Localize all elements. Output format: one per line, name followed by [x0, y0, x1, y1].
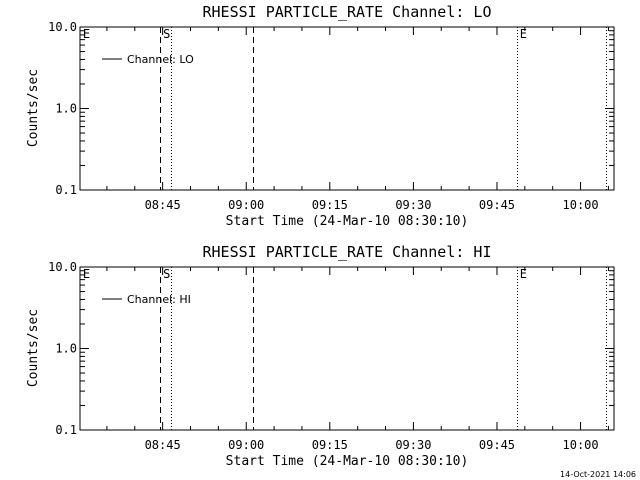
event-marker-label: E	[83, 267, 90, 281]
y-tick-label: 1.0	[55, 102, 77, 116]
x-tick-label: 09:30	[395, 198, 431, 212]
x-tick-label: 09:00	[228, 198, 264, 212]
x-tick-label: 10:00	[563, 198, 599, 212]
x-axis-label: Start Time (24-Mar-10 08:30:10)	[226, 214, 469, 229]
chart-panel-hi: RHESSI PARTICLE_RATE Channel: HI Counts/…	[26, 243, 615, 469]
x-tick-label: 09:00	[228, 438, 264, 452]
x-tick-label: 08:45	[145, 438, 181, 452]
event-marker-label: E	[83, 27, 90, 41]
x-tick-label: 09:15	[312, 198, 348, 212]
y-tick-label: 1.0	[55, 342, 77, 356]
event-lines	[160, 267, 607, 430]
event-marker-label: E	[520, 267, 527, 281]
chart-title: RHESSI PARTICLE_RATE Channel: HI	[203, 243, 492, 261]
x-axis-label: Start Time (24-Mar-10 08:30:10)	[226, 454, 469, 469]
legend: Channel: HI	[102, 293, 191, 306]
event-lines	[160, 27, 607, 190]
event-marker-label: S	[163, 27, 170, 41]
y-tick-label: 0.1	[55, 183, 77, 197]
y-ticks: 0.1 1.0 10.0	[48, 20, 614, 197]
x-tick-label: 10:00	[563, 438, 599, 452]
event-marker-label: S	[163, 267, 170, 281]
chart-panel-lo: RHESSI PARTICLE_RATE Channel: LO Counts/…	[26, 3, 615, 229]
event-marker-label: E	[520, 27, 527, 41]
x-ticks: 08:45 09:00 09:15 09:30 09:45 10:00	[106, 27, 609, 212]
x-tick-label: 09:45	[479, 438, 515, 452]
legend-label: Channel: HI	[127, 293, 191, 306]
x-tick-label: 09:45	[479, 198, 515, 212]
x-ticks: 08:45 09:00 09:15 09:30 09:45 10:00	[106, 267, 609, 452]
y-axis-label: Counts/sec	[26, 69, 41, 147]
timestamp: 14-Oct-2021 14:06	[560, 470, 636, 479]
x-tick-label: 09:30	[395, 438, 431, 452]
y-tick-label: 0.1	[55, 423, 77, 437]
x-tick-label: 09:15	[312, 438, 348, 452]
y-tick-label: 10.0	[48, 260, 77, 274]
y-ticks: 0.1 1.0 10.0	[48, 260, 614, 437]
legend: Channel: LO	[102, 53, 194, 66]
x-tick-label: 08:45	[145, 198, 181, 212]
chart-title: RHESSI PARTICLE_RATE Channel: LO	[203, 3, 492, 21]
y-tick-label: 10.0	[48, 20, 77, 34]
y-axis-label: Counts/sec	[26, 309, 41, 387]
